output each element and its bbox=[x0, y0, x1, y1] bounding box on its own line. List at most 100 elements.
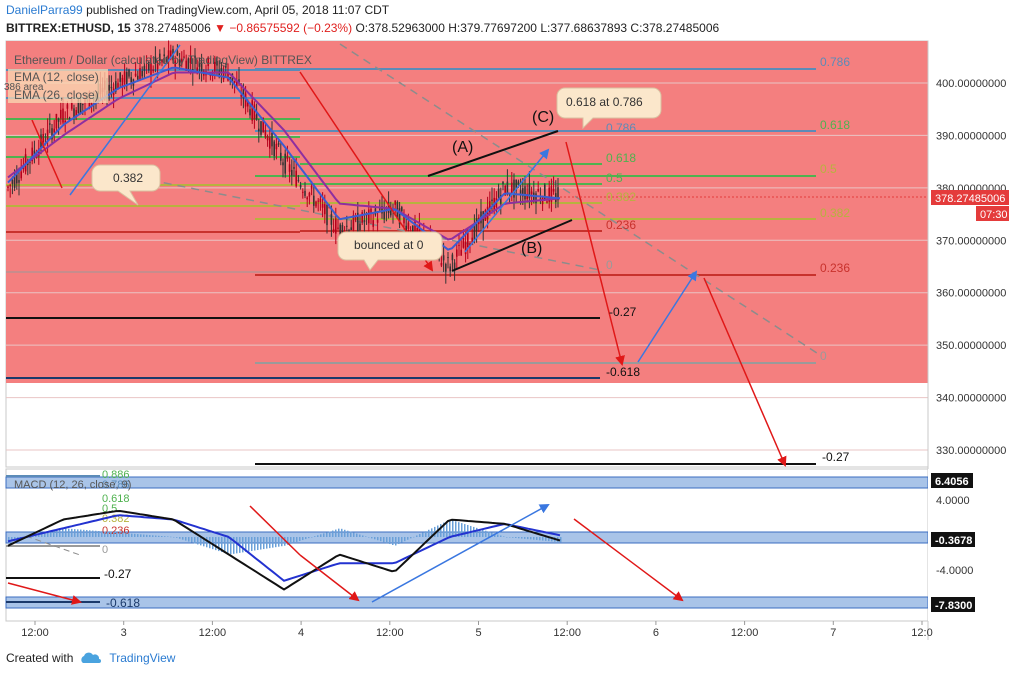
candle-body bbox=[456, 249, 458, 257]
macd-histogram-bar bbox=[320, 534, 322, 537]
macd-histogram-bar bbox=[494, 533, 496, 537]
candle-body bbox=[418, 224, 421, 236]
callout-bounced[interactable]: bounced at 0 bbox=[337, 231, 443, 271]
candle-body bbox=[297, 180, 300, 182]
candle-body bbox=[319, 198, 322, 203]
macd-histogram-bar bbox=[92, 530, 94, 537]
macd-histogram-bar bbox=[278, 537, 280, 547]
price-tick: 370.00000000 bbox=[936, 235, 1006, 247]
current-price-badge bbox=[931, 190, 1009, 205]
macd-histogram-bar bbox=[197, 537, 199, 545]
candle-body bbox=[167, 50, 170, 62]
candle-body bbox=[299, 185, 302, 188]
macd-histogram-bar bbox=[398, 537, 400, 545]
macd-fib-label: -0.27 bbox=[104, 567, 132, 581]
open-value: O:378.52963000 bbox=[355, 21, 445, 35]
candle-body bbox=[324, 204, 326, 215]
candle-body bbox=[49, 123, 51, 125]
macd-tick: -4.0000 bbox=[936, 565, 973, 577]
macd-histogram-bar bbox=[89, 530, 91, 537]
macd-line bbox=[7, 509, 561, 591]
macd-histogram-bar bbox=[233, 537, 235, 554]
candle-body bbox=[75, 110, 77, 117]
fib-right-label: -0.27 bbox=[822, 450, 850, 464]
legend-title: Ethereum / Dollar (calculated by Trading… bbox=[14, 53, 312, 67]
candle-body bbox=[405, 225, 407, 231]
channel-lower bbox=[451, 219, 573, 272]
author-link[interactable]: DanielParra99 bbox=[6, 3, 83, 17]
macd-histogram-bar bbox=[305, 537, 307, 540]
macd-histogram-bar bbox=[512, 537, 514, 538]
price-tick: 350.00000000 bbox=[936, 340, 1006, 352]
macd-histogram-bar bbox=[113, 532, 115, 537]
candle-body bbox=[460, 249, 462, 256]
legend-ema26[interactable]: EMA (26, close) bbox=[14, 88, 99, 102]
price-axis[interactable] bbox=[928, 41, 1024, 467]
candle-body bbox=[145, 60, 148, 62]
arrow-red bbox=[31, 119, 63, 189]
time-axis[interactable]: 12:00 3 12:00 4 12:00 5 12:00 6 12:00 7 12:0 bbox=[21, 621, 933, 639]
macd-histogram-bar bbox=[245, 537, 247, 552]
callout-0382-text: 0.382 bbox=[113, 171, 143, 185]
candle-body bbox=[66, 104, 69, 109]
legend-macd[interactable]: MACD (12, 26, close, 9) bbox=[14, 479, 131, 491]
macd-histogram-bar bbox=[71, 528, 73, 537]
candle-body bbox=[304, 190, 306, 196]
candle-body bbox=[449, 266, 451, 272]
arrow-red bbox=[7, 582, 82, 605]
candle-body bbox=[352, 215, 355, 231]
macd-histogram-bar bbox=[344, 529, 346, 537]
candle-body bbox=[220, 67, 223, 72]
candle-body bbox=[502, 181, 504, 185]
macd-histogram-bar bbox=[146, 534, 148, 537]
candle-body bbox=[286, 155, 289, 159]
footer-tradingview-link[interactable]: TradingView bbox=[109, 651, 176, 665]
candle-body bbox=[262, 117, 264, 133]
macd-band bbox=[5, 596, 929, 609]
macd-histogram-bar bbox=[533, 537, 535, 540]
arrow-red bbox=[249, 505, 301, 556]
price-tick: 400.00000000 bbox=[936, 78, 1006, 90]
macd-histogram-bar bbox=[143, 534, 145, 537]
candle-body bbox=[321, 204, 324, 208]
callout-0618-0786[interactable]: 0.618 at 0.786 bbox=[556, 87, 662, 130]
symbol: BITTREX:ETHUSD, 15 bbox=[6, 21, 131, 35]
price-tick: 330.00000000 bbox=[936, 445, 1006, 457]
macd-histogram-bar bbox=[227, 537, 229, 554]
macd-histogram-bar bbox=[395, 537, 397, 546]
candle-body bbox=[134, 73, 137, 76]
macd-histogram-bar bbox=[455, 521, 457, 537]
candle-body bbox=[269, 137, 271, 149]
candle-body bbox=[20, 171, 22, 179]
wave-label-c: (C) bbox=[532, 109, 554, 126]
candle-body bbox=[53, 128, 55, 133]
legend-ema12[interactable]: EMA (12, close) bbox=[14, 70, 99, 84]
candle-body bbox=[326, 204, 328, 226]
countdown-badge bbox=[976, 206, 1009, 221]
macd-tick: 4.0000 bbox=[936, 495, 970, 507]
candle-body bbox=[264, 130, 267, 138]
macd-histogram-bar bbox=[461, 523, 463, 537]
candle-body bbox=[222, 71, 225, 80]
callout-0382[interactable]: 0.382 bbox=[91, 164, 161, 206]
candle-body bbox=[359, 223, 361, 230]
macd-histogram-bar bbox=[323, 533, 325, 537]
candle-body bbox=[176, 51, 179, 56]
macd-histogram-bar bbox=[350, 531, 352, 537]
macd-histogram-bar bbox=[365, 536, 367, 537]
macd-histogram-bar bbox=[431, 528, 433, 537]
macd-histogram-bar bbox=[356, 533, 358, 537]
candle-body bbox=[497, 188, 500, 198]
macd-histogram-bar bbox=[80, 529, 82, 537]
macd-histogram-bar bbox=[194, 537, 196, 544]
macd-histogram-bar bbox=[242, 537, 244, 553]
candle-body bbox=[390, 207, 392, 216]
macd-fib bbox=[6, 475, 100, 603]
macd-histogram-bar bbox=[542, 537, 544, 541]
candle-body bbox=[57, 118, 60, 122]
candle-body bbox=[282, 162, 284, 166]
macd-histogram-bar bbox=[452, 520, 454, 537]
candle-body bbox=[376, 219, 379, 223]
candle-body bbox=[207, 57, 209, 67]
